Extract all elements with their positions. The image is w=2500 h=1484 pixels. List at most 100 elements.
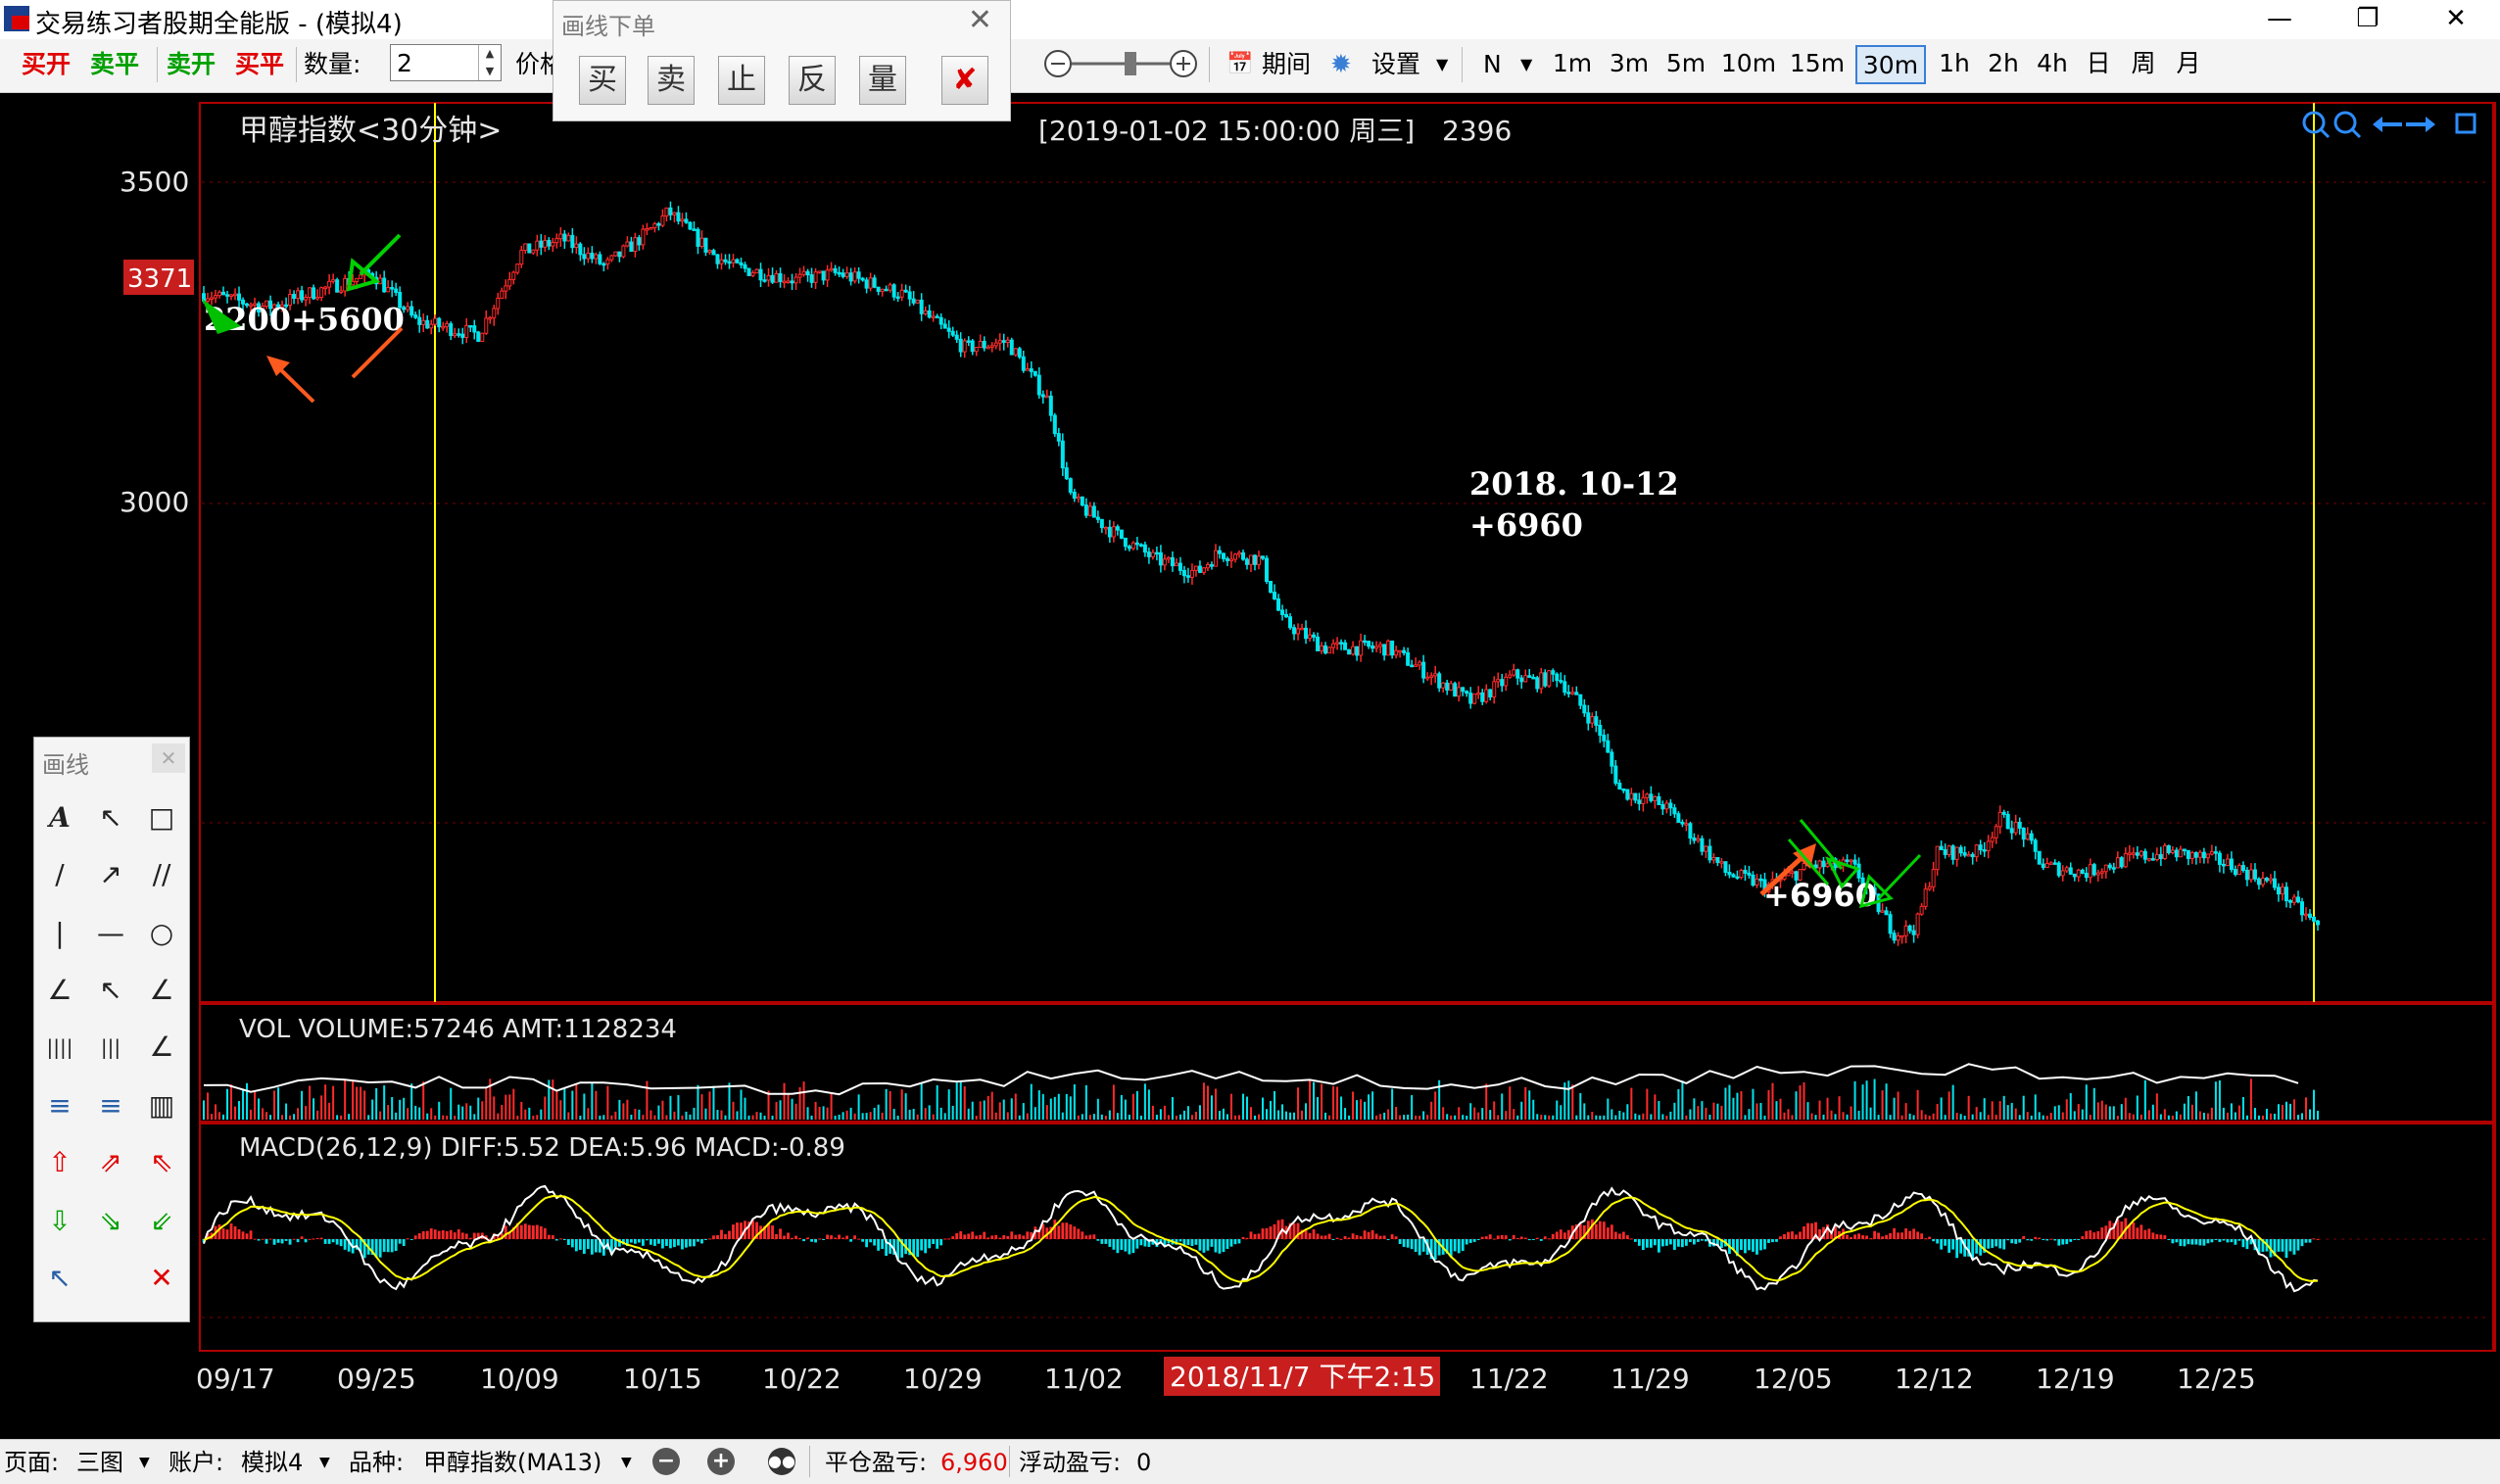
- down-right-arrow-tool-icon[interactable]: ⇘: [99, 1205, 122, 1237]
- zoom-in-icon[interactable]: [2302, 111, 2331, 139]
- zoom-out-icon[interactable]: [2333, 111, 2362, 139]
- text-tool-icon[interactable]: A: [49, 801, 71, 834]
- buy-open-button[interactable]: 买开: [22, 50, 72, 78]
- fibonacci-time-tool-icon[interactable]: |||: [100, 1035, 121, 1059]
- ray-tool-icon[interactable]: ↗: [99, 858, 122, 890]
- draw-reverse-button[interactable]: 反: [789, 56, 836, 105]
- chart-area[interactable]: 3500 3000 3371 甲醇指数<30分钟> [2019-01-02 15…: [0, 93, 2500, 1439]
- vertical-line-tool-icon[interactable]: |: [55, 917, 65, 949]
- quantity-stepper[interactable]: ▲ ▼: [478, 45, 501, 80]
- draw-sell-button[interactable]: 卖: [648, 56, 695, 105]
- draw-stop-button[interactable]: 止: [718, 56, 765, 105]
- buy-close-button[interactable]: 买平: [235, 50, 285, 78]
- close-button[interactable]: ✕: [2445, 4, 2467, 33]
- period-week[interactable]: 周: [2131, 49, 2156, 77]
- volume-bar: [1697, 1106, 1700, 1120]
- period-30m[interactable]: 30m: [1855, 45, 1926, 84]
- chevron-down-icon[interactable]: ▼: [139, 1455, 150, 1470]
- gann-tool-icon[interactable]: ∠: [149, 974, 174, 1006]
- macd-bar: [2034, 1236, 2038, 1239]
- draw-delete-icon[interactable]: ✘: [941, 56, 988, 105]
- volume-bar: [1289, 1112, 1292, 1120]
- settings-dropdown-icon[interactable]: ▼: [1436, 55, 1449, 73]
- sell-close-button[interactable]: 卖平: [90, 50, 140, 78]
- macd-bar: [1226, 1239, 1229, 1250]
- period-1h[interactable]: 1h: [1939, 49, 1970, 77]
- close-icon[interactable]: ✕: [152, 743, 185, 773]
- n-dropdown-icon[interactable]: ▼: [1520, 55, 1533, 73]
- draw-buy-button[interactable]: 买: [579, 56, 626, 105]
- macd-bar: [967, 1233, 971, 1239]
- up-arrow-tool-icon[interactable]: ⇧: [48, 1146, 72, 1178]
- line-tool-icon[interactable]: /: [55, 858, 65, 890]
- sell-open-button[interactable]: 卖开: [167, 50, 216, 78]
- candle: [1288, 612, 1293, 631]
- macd-bar: [1073, 1226, 1077, 1239]
- zoom-slider[interactable]: [1042, 49, 1199, 78]
- account-select[interactable]: 模拟4: [241, 1449, 304, 1476]
- period-2h[interactable]: 2h: [1988, 49, 2019, 77]
- scroll-right-icon[interactable]: [2406, 117, 2435, 132]
- increase-icon[interactable]: +: [707, 1448, 735, 1475]
- decrease-icon[interactable]: −: [652, 1448, 680, 1475]
- parallel-tool-icon[interactable]: //: [152, 858, 171, 890]
- period-4h[interactable]: 4h: [2037, 49, 2068, 77]
- measure-tool-icon[interactable]: ▥: [148, 1089, 175, 1122]
- macd-bar: [1112, 1239, 1116, 1250]
- period-10m[interactable]: 10m: [1720, 49, 1777, 77]
- chevron-down-icon[interactable]: ▼: [319, 1455, 330, 1470]
- fib-extension-tool-icon[interactable]: ≡: [99, 1089, 122, 1122]
- draw-quantity-button[interactable]: 量: [859, 56, 906, 105]
- chevron-down-icon[interactable]: ▼: [621, 1455, 632, 1470]
- volume-bar: [1528, 1090, 1531, 1120]
- period-5m[interactable]: 5m: [1665, 49, 1707, 77]
- macd-bar: [1312, 1229, 1316, 1239]
- period-15m[interactable]: 15m: [1789, 49, 1846, 77]
- maximize-chart-icon[interactable]: [2455, 113, 2476, 134]
- n-period-button[interactable]: N: [1483, 50, 1502, 78]
- ellipse-tool-icon[interactable]: ○: [149, 917, 174, 949]
- hide-icon[interactable]: ●●: [768, 1448, 795, 1475]
- settings-button[interactable]: 设置: [1371, 50, 1421, 78]
- quantity-input[interactable]: [390, 44, 502, 81]
- delete-drawings-icon[interactable]: ✕: [150, 1262, 173, 1294]
- period-button[interactable]: 期间: [1262, 50, 1312, 78]
- candle: [754, 268, 759, 274]
- cycle-lines-tool-icon[interactable]: ||||: [46, 1035, 73, 1059]
- volume-bar: [771, 1116, 774, 1120]
- volume-bar: [1838, 1096, 1841, 1120]
- fan-tool-icon[interactable]: ↖: [99, 974, 122, 1006]
- pointer-tool-icon[interactable]: ↖: [48, 1262, 72, 1294]
- close-icon[interactable]: ✕: [967, 3, 992, 37]
- page-select[interactable]: 三图: [76, 1449, 123, 1476]
- volume-bar: [2202, 1112, 2205, 1120]
- gann-fan-tool-icon[interactable]: ∠: [149, 1030, 174, 1063]
- period-1m[interactable]: 1m: [1552, 49, 1593, 77]
- down-left-arrow-tool-icon[interactable]: ⇙: [150, 1205, 173, 1237]
- volume-bar: [610, 1115, 613, 1120]
- period-day[interactable]: 日: [2086, 49, 2111, 77]
- down-arrow-tool-icon[interactable]: ⇩: [48, 1205, 72, 1237]
- volume-bar: [1944, 1115, 1947, 1120]
- period-month[interactable]: 月: [2176, 49, 2201, 77]
- candle: [1559, 672, 1563, 685]
- restore-button[interactable]: ❐: [2356, 4, 2380, 33]
- candle: [2127, 844, 2132, 862]
- up-left-arrow-tool-icon[interactable]: ⇖: [150, 1146, 173, 1178]
- kline-chart[interactable]: 3500 3000 3371 甲醇指数<30分钟> [2019-01-02 15…: [0, 93, 2500, 1439]
- fib-retracement-tool-icon[interactable]: ≡: [48, 1089, 72, 1122]
- minimize-button[interactable]: —: [2267, 4, 2292, 33]
- candle: [468, 324, 473, 333]
- symbol-select[interactable]: 甲醇指数(MA13): [423, 1449, 602, 1476]
- macd-bar: [590, 1239, 594, 1255]
- scroll-left-icon[interactable]: [2373, 117, 2402, 132]
- up-right-arrow-tool-icon[interactable]: ⇗: [99, 1146, 122, 1178]
- macd-bar: [626, 1239, 629, 1246]
- period-3m[interactable]: 3m: [1609, 49, 1650, 77]
- horizontal-line-tool-icon[interactable]: —: [97, 917, 124, 949]
- angle-tool-icon[interactable]: ∠: [47, 974, 72, 1006]
- candle: [1323, 642, 1328, 655]
- rectangle-tool-icon[interactable]: □: [148, 801, 175, 834]
- arrow-tool-icon[interactable]: ↖: [99, 801, 122, 834]
- candle: [856, 266, 861, 284]
